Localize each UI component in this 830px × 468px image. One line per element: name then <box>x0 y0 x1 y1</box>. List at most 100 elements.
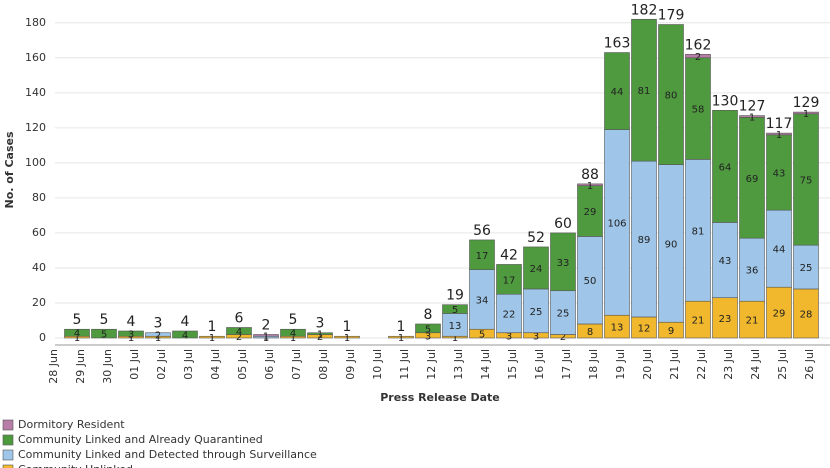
bar-segment <box>739 115 765 118</box>
bar-segment <box>280 328 306 337</box>
total-label: 5 <box>100 312 109 328</box>
legend-label: Dormitory Resident <box>18 418 125 431</box>
total-label: 19 <box>446 288 464 304</box>
y-tick-label: 100 <box>25 156 46 169</box>
bar-segment <box>685 57 711 160</box>
x-tick-label: 08 Jul <box>317 349 330 380</box>
x-tick-label: 04 Jul <box>209 349 222 380</box>
bar-segment <box>766 132 792 136</box>
bar-segment <box>685 300 711 339</box>
y-tick-label: 80 <box>32 191 46 204</box>
segment-label: 25 <box>800 263 813 274</box>
bar-segment <box>550 232 576 292</box>
segment-label: 1 <box>74 333 80 344</box>
segment-label: 43 <box>773 169 786 180</box>
bar-segment <box>604 129 630 316</box>
bar-segment <box>739 300 765 339</box>
segment-label: 75 <box>800 176 813 187</box>
total-label: 1 <box>343 319 352 335</box>
bar-segment <box>766 286 792 339</box>
bar-segment <box>64 328 90 337</box>
total-label: 60 <box>554 216 572 232</box>
x-tick-label: 02 Jul <box>155 349 168 380</box>
segment-label: 44 <box>773 245 786 256</box>
segment-label: 1 <box>290 333 296 344</box>
x-tick-label: 18 Jul <box>587 349 600 380</box>
segment-label: 50 <box>584 276 597 287</box>
segment-label: 12 <box>638 323 651 334</box>
legend-swatch <box>2 434 14 446</box>
x-tick-label: 16 Jul <box>533 349 546 380</box>
x-tick-label: 24 Jul <box>749 349 762 380</box>
segment-label: 9 <box>668 326 674 337</box>
segment-label: 21 <box>746 316 759 327</box>
segment-label: 29 <box>773 309 786 320</box>
bar-segment <box>658 164 684 323</box>
segment-label: 90 <box>665 239 678 250</box>
segment-label: 43 <box>719 256 732 267</box>
y-tick-label: 160 <box>25 51 46 64</box>
segment-label: 1 <box>398 333 404 344</box>
total-label: 6 <box>235 310 244 326</box>
total-label: 130 <box>712 93 739 109</box>
segment-label: 8 <box>587 327 593 338</box>
bar-segment <box>793 288 819 339</box>
bar-segment <box>334 335 360 339</box>
segment-label: 1 <box>749 112 755 123</box>
bar-segment <box>523 246 549 290</box>
segment-label: 22 <box>503 309 516 320</box>
segment-label: 1 <box>263 331 269 342</box>
x-tick-label: 10 Jul <box>371 349 384 380</box>
total-label: 1 <box>208 319 217 335</box>
segment-label: 1 <box>803 109 809 120</box>
segment-label: 2 <box>560 332 566 343</box>
bar-segment <box>118 330 144 337</box>
segment-label: 1 <box>452 333 458 344</box>
segment-label: 28 <box>800 309 813 320</box>
total-label: 56 <box>473 223 491 239</box>
total-label: 88 <box>581 167 599 183</box>
segment-label: 44 <box>611 87 624 98</box>
segment-label: 13 <box>611 323 624 334</box>
legend-swatch <box>2 419 14 431</box>
total-label: 5 <box>73 312 82 328</box>
segment-label: 81 <box>638 86 651 97</box>
segment-label: 89 <box>638 235 651 246</box>
segment-label: 5 <box>101 330 107 341</box>
segment-label: 29 <box>584 207 597 218</box>
segment-label: 17 <box>476 251 489 262</box>
x-tick-label: 29 Jun <box>74 349 87 384</box>
bar-segment <box>469 269 495 330</box>
y-tick-label: 20 <box>32 296 46 309</box>
total-label: 4 <box>127 314 136 330</box>
legend-swatch <box>2 449 14 461</box>
bar-segment <box>199 335 225 339</box>
bar-segment <box>145 332 171 337</box>
x-tick-label: 22 Jul <box>695 349 708 380</box>
x-tick-label: 12 Jul <box>425 349 438 380</box>
total-label: 1 <box>397 319 406 335</box>
x-tick-label: 19 Jul <box>614 349 627 380</box>
bar-segment <box>496 264 522 295</box>
total-label: 52 <box>527 230 545 246</box>
segment-label: 5 <box>479 330 485 341</box>
total-label: 3 <box>316 316 325 332</box>
segment-label: 1 <box>587 181 593 192</box>
bar-segment <box>523 288 549 334</box>
bar-segment <box>766 134 792 211</box>
segment-label: 4 <box>74 329 80 340</box>
bar-segment <box>307 332 333 335</box>
total-label: 182 <box>631 2 658 18</box>
total-label: 127 <box>739 99 766 115</box>
segment-label: 1 <box>317 330 323 341</box>
y-tick-label: 60 <box>32 226 46 239</box>
segment-label: 34 <box>476 295 489 306</box>
x-tick-label: 15 Jul <box>506 349 519 380</box>
segment-label: 4 <box>236 327 242 338</box>
x-tick-label: 01 Jul <box>128 349 141 380</box>
total-label: 42 <box>500 247 518 263</box>
x-tick-label: 06 Jul <box>263 349 276 380</box>
x-tick-label: 09 Jul <box>344 349 357 380</box>
bar-segment <box>469 239 495 270</box>
